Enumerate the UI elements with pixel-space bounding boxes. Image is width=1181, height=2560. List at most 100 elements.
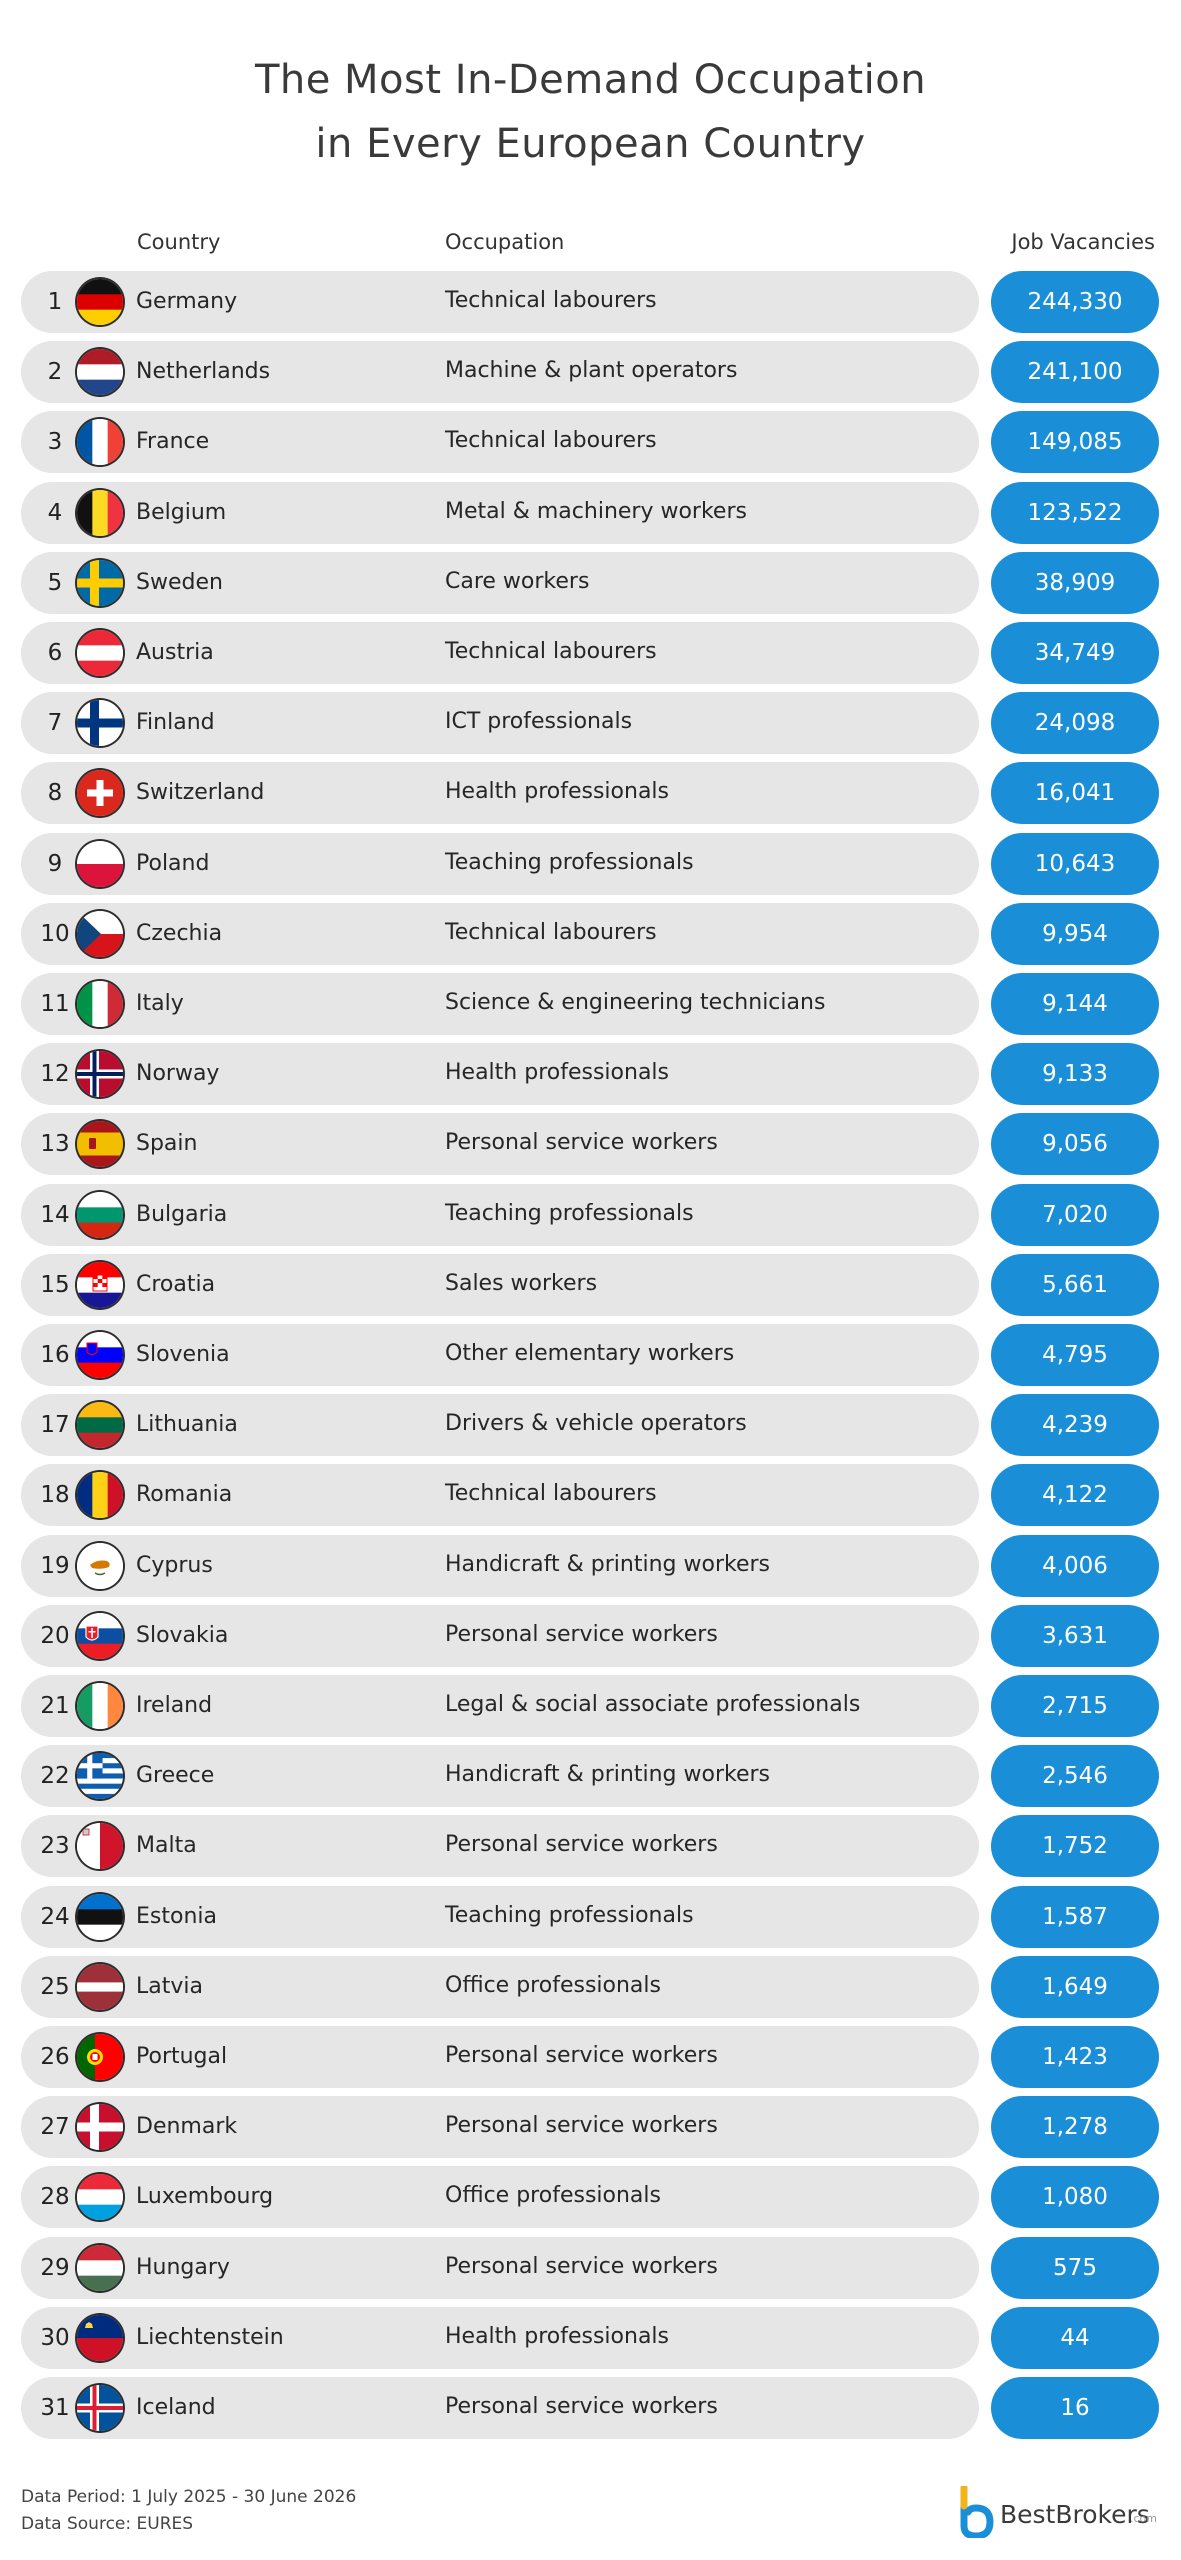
- occupation-name: Teaching professionals: [445, 1902, 694, 1928]
- row-background: [21, 1464, 979, 1527]
- malta-flag: [77, 1823, 123, 1870]
- rank-number: 5: [47, 569, 63, 596]
- germany-flag: [77, 279, 123, 325]
- rank-number: 14: [40, 1201, 70, 1228]
- table-row: 5 Sweden Care workers 38,909: [0, 551, 1181, 614]
- country-name: Portugal: [136, 2044, 228, 2069]
- latvia-flag: [77, 1963, 123, 2010]
- rank-number: 7: [47, 710, 63, 737]
- table-row: 23 Malta Personal service workers 1,752: [0, 1815, 1181, 1878]
- row-background: [21, 481, 979, 544]
- finland-flag: [77, 700, 123, 747]
- row-background: [21, 411, 979, 474]
- column-header-job-vacancies: Job Vacancies: [1011, 230, 1155, 254]
- job-vacancies-badge: 5,661: [991, 1253, 1159, 1316]
- rank-number: 26: [40, 2044, 70, 2070]
- job-vacancies-badge: 1,080: [991, 2166, 1159, 2229]
- country-name: Slovenia: [136, 1342, 230, 1367]
- bestbrokers-logo-icon: [960, 2486, 994, 2538]
- table-row: 4 Belgium Metal & machinery workers 123,522: [0, 481, 1181, 544]
- row-background: [21, 1043, 979, 1106]
- row-background: [21, 1745, 979, 1808]
- occupation-name: Sales workers: [445, 1270, 598, 1296]
- switzerland-flag: [77, 770, 123, 817]
- rank-number: 24: [40, 1903, 70, 1930]
- occupation-name: Handicraft & printing workers: [445, 1762, 770, 1788]
- job-vacancies-badge: 149,085: [991, 411, 1159, 474]
- job-vacancies-badge: 24,098: [991, 692, 1159, 755]
- job-vacancies-badge: 44: [991, 2306, 1159, 2369]
- lithuania-flag: [77, 1402, 123, 1449]
- occupation-name: Science & engineering technicians: [445, 990, 826, 1015]
- table-row: 31 Iceland Personal service workers 16: [0, 2377, 1181, 2439]
- occupation-name: Machine & plant operators: [445, 358, 738, 384]
- netherlands-flag: [77, 349, 123, 396]
- table-row: 12 Norway Health professionals 9,133: [0, 1043, 1181, 1106]
- country-name: France: [136, 429, 210, 455]
- table-row: 22 Greece Handicraft & printing workers 2,5…: [0, 1745, 1181, 1808]
- country-name: Switzerland: [136, 780, 265, 806]
- table-row: 13 Spain Personal service workers 9,056: [0, 1113, 1181, 1176]
- hungary-flag: [77, 2244, 123, 2291]
- job-vacancies-badge: 9,056: [991, 1113, 1159, 1176]
- sweden-flag: [77, 559, 123, 606]
- rank-number: 27: [40, 2114, 70, 2141]
- occupation-name: Technical labourers: [445, 919, 657, 945]
- row-background: [21, 341, 979, 404]
- table-row: 29 Hungary Personal service workers 575: [0, 2236, 1181, 2299]
- row-background: [21, 1324, 979, 1386]
- occupation-name: Office professionals: [445, 2183, 661, 2209]
- country-name: Lithuania: [136, 1412, 238, 1438]
- job-vacancies-badge: 9,954: [991, 902, 1159, 965]
- rank-number: 15: [40, 1271, 70, 1298]
- country-name: Luxembourg: [136, 2184, 274, 2210]
- country-name: Sweden: [136, 569, 223, 595]
- estonia-flag: [77, 1893, 123, 1940]
- row-background: [21, 2377, 979, 2439]
- ireland-flag: [77, 1683, 123, 1729]
- table-row: 7 Finland ICT professionals 24,098: [0, 692, 1181, 755]
- job-vacancies-badge: 1,587: [991, 1885, 1159, 1948]
- country-name: Bulgaria: [136, 1201, 228, 1227]
- table-row: 9 Poland Teaching professionals 10,643: [0, 832, 1181, 895]
- rank-number: 29: [40, 2254, 70, 2281]
- row-background: [21, 1675, 979, 1737]
- table-row: 20 Slovakia Personal service workers 3,631: [0, 1604, 1181, 1667]
- rank-number: 21: [40, 1693, 70, 1719]
- job-vacancies-badge: 1,752: [991, 1815, 1159, 1878]
- spain-flag: [77, 1121, 123, 1168]
- occupation-name: Personal service workers: [445, 2394, 718, 2419]
- chart-title-line1: The Most In-Demand Occupation: [254, 57, 927, 103]
- table-row: 21 Ireland Legal & social associate profes…: [0, 1675, 1181, 1737]
- poland-flag: [77, 840, 123, 887]
- country-name: Cyprus: [136, 1552, 213, 1578]
- occupation-name: Personal service workers: [445, 2113, 718, 2139]
- portugal-flag: [77, 2034, 123, 2080]
- country-name: Poland: [136, 850, 210, 876]
- rank-number: 8: [47, 780, 63, 807]
- occupation-name: Handicraft & printing workers: [445, 1551, 770, 1577]
- occupation-name: Health professionals: [445, 779, 669, 805]
- occupation-name: Personal service workers: [445, 1621, 718, 1647]
- denmark-flag: [77, 2104, 123, 2151]
- row-background: [21, 1534, 979, 1597]
- rank-number: 20: [40, 1622, 70, 1649]
- country-name: Romania: [136, 1482, 233, 1508]
- job-vacancies-badge: 244,330: [991, 271, 1159, 333]
- row-background: [21, 1604, 979, 1667]
- table-row: 27 Denmark Personal service workers 1,278: [0, 2096, 1181, 2159]
- country-name: Malta: [136, 1833, 197, 1859]
- occupation-name: ICT professionals: [445, 709, 633, 735]
- table-row: 26 Portugal Personal service workers 1,423: [0, 2026, 1181, 2088]
- occupation-name: Personal service workers: [445, 2253, 718, 2279]
- occupation-name: Technical labourers: [445, 639, 657, 664]
- country-name: Finland: [136, 710, 215, 736]
- occupation-name: Health professionals: [445, 2323, 669, 2349]
- rank-number: 31: [40, 2395, 70, 2421]
- row-background: [21, 2236, 979, 2299]
- country-name: Iceland: [136, 2395, 216, 2420]
- row-background: [21, 2166, 979, 2229]
- row-background: [21, 902, 979, 965]
- job-vacancies-badge: 4,006: [991, 1534, 1159, 1597]
